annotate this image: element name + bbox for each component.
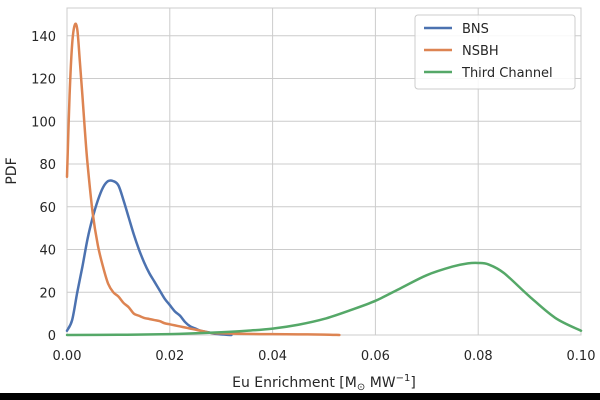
legend: BNS NSBH Third Channel: [414, 14, 576, 90]
y-tick-label: 100: [31, 115, 56, 130]
y-tick-label: 40: [39, 244, 56, 259]
grid: [66, 8, 582, 336]
y-tick-label: 120: [31, 73, 56, 88]
series-line-third-channel: [65, 261, 583, 337]
x-tick-label: 0.04: [258, 349, 287, 364]
x-tick-label: 0.02: [155, 349, 184, 364]
y-axis-label: PDF: [4, 157, 20, 184]
y-tick-label: 20: [39, 286, 56, 301]
y-tick-labels: 0 20 40 60 80 100 120 140: [31, 30, 56, 344]
y-tick-label: 60: [39, 201, 56, 216]
x-axis-label: Eu Enrichment [M⊙ MW−1]: [232, 373, 416, 393]
x-tick-label: 0.08: [464, 349, 493, 364]
x-tick-label: 0.10: [567, 349, 596, 364]
legend-label-bns: BNS: [462, 22, 489, 37]
y-tick-label: 0: [48, 329, 56, 344]
y-tick-label: 80: [39, 158, 56, 173]
x-tick-labels: 0.00 0.02 0.04 0.06 0.08 0.10: [53, 349, 596, 364]
y-tick-label: 140: [31, 30, 56, 45]
x-tick-label: 0.06: [361, 349, 390, 364]
x-tick-label: 0.00: [53, 349, 82, 364]
series-layer: [65, 22, 583, 337]
legend-label-third-channel: Third Channel: [461, 66, 553, 81]
bottom-border-strip: [0, 393, 600, 400]
legend-box: [414, 14, 576, 90]
legend-label-nsbh: NSBH: [462, 44, 499, 59]
